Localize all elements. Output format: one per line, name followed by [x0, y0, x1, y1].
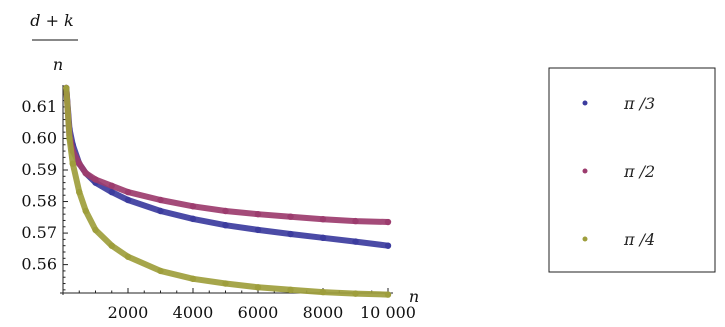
- data-point: [384, 218, 392, 226]
- y-tick-label: 0.61: [21, 97, 57, 116]
- legend-marker: [582, 100, 588, 106]
- data-point: [189, 275, 197, 283]
- data-point: [82, 207, 89, 215]
- data-point: [222, 280, 229, 287]
- legend-marker: [582, 168, 588, 174]
- legend: π /3 π /2 π /4: [582, 94, 655, 249]
- data-point: [319, 216, 327, 223]
- x-tick-label: 2000: [108, 303, 149, 322]
- data-point: [222, 221, 229, 229]
- legend-label: π /4: [623, 230, 655, 249]
- data-point: [82, 169, 89, 177]
- data-point: [157, 196, 164, 204]
- y-tick-label: 0.58: [21, 192, 57, 211]
- data-point: [254, 210, 262, 218]
- x-tick-label: 6000: [238, 303, 279, 322]
- series-2: [63, 84, 392, 226]
- data-point: [124, 253, 132, 260]
- legend-label: π /3: [623, 94, 655, 113]
- series-layer: [63, 84, 392, 298]
- data-point: [92, 176, 99, 183]
- y-tick-label: 0.59: [21, 160, 57, 179]
- data-point: [319, 288, 327, 296]
- data-point: [157, 207, 164, 215]
- y-axis-label-numerator: d + k: [30, 11, 74, 30]
- data-point: [76, 188, 83, 196]
- data-point: [352, 217, 359, 225]
- legend-box: [548, 67, 716, 273]
- x-axis-label: n: [409, 287, 419, 306]
- x-tick-label: 10 000: [360, 303, 416, 322]
- data-point: [108, 242, 115, 249]
- x-tick-label: 4000: [173, 303, 214, 322]
- legend-marker: [582, 236, 588, 242]
- data-point: [189, 215, 197, 223]
- y-tick-label: 0.56: [21, 255, 57, 274]
- data-point: [124, 188, 132, 196]
- x-tick-label: 8000: [303, 303, 344, 322]
- series-band: [63, 85, 391, 298]
- data-point: [352, 290, 359, 297]
- data-point: [124, 196, 132, 204]
- data-point: [189, 203, 197, 210]
- data-point: [222, 207, 229, 215]
- data-point: [287, 286, 294, 294]
- series-1: [63, 84, 392, 249]
- y-tick-label: 0.57: [21, 223, 57, 242]
- data-point: [69, 160, 76, 167]
- data-point: [108, 188, 115, 196]
- data-point: [319, 234, 327, 242]
- data-point: [384, 291, 392, 298]
- y-tick-label: 0.60: [21, 128, 57, 147]
- data-point: [384, 242, 392, 249]
- series-3: [63, 84, 392, 298]
- data-point: [66, 135, 73, 142]
- data-point: [108, 182, 115, 189]
- series-band: [63, 85, 391, 225]
- data-point: [157, 267, 164, 275]
- data-point: [76, 160, 83, 167]
- legend-label: π /2: [623, 162, 655, 181]
- data-point: [92, 226, 99, 234]
- data-point: [63, 84, 70, 92]
- data-point: [254, 226, 262, 234]
- data-point: [254, 284, 262, 291]
- y-axis-label-denominator: n: [53, 55, 63, 74]
- data-point: [287, 213, 294, 220]
- axis-ticks: 2000 4000 6000 8000 10 000 0.56 0.57 0.58 0.59 0.…: [21, 93, 416, 322]
- data-point: [287, 230, 294, 238]
- data-point: [352, 238, 359, 245]
